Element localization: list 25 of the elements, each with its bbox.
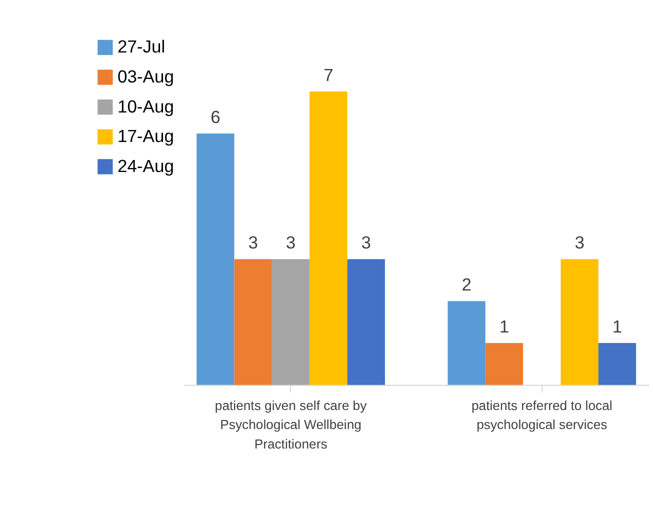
data-label: 3	[361, 232, 371, 253]
bar	[485, 343, 524, 385]
data-label: 2	[462, 274, 472, 295]
legend-label: 27-Jul	[117, 36, 166, 57]
bar	[196, 133, 234, 385]
bar	[560, 259, 598, 385]
legend-label: 24-Aug	[117, 156, 174, 176]
bar	[347, 259, 385, 385]
data-label: 3	[286, 232, 296, 253]
data-label: 3	[574, 232, 584, 253]
data-label: 3	[248, 232, 258, 253]
legend-label: 17-Aug	[117, 126, 174, 146]
bar	[234, 259, 272, 385]
x-tick-label: patients given self care by Psychological Wellbeing Practitioners	[214, 398, 368, 452]
bar	[448, 301, 486, 385]
bar	[598, 343, 636, 385]
legend-label: 10-Aug	[117, 96, 174, 116]
data-label: 1	[612, 316, 622, 336]
data-label: 1	[499, 316, 510, 336]
data-label: 6	[210, 106, 220, 127]
x-tick-label: patients referred to local psychological services	[471, 398, 612, 432]
bar	[310, 92, 348, 385]
data-label: 7	[324, 65, 334, 86]
bar	[272, 259, 310, 385]
legend-label: 03-Aug	[117, 66, 174, 87]
